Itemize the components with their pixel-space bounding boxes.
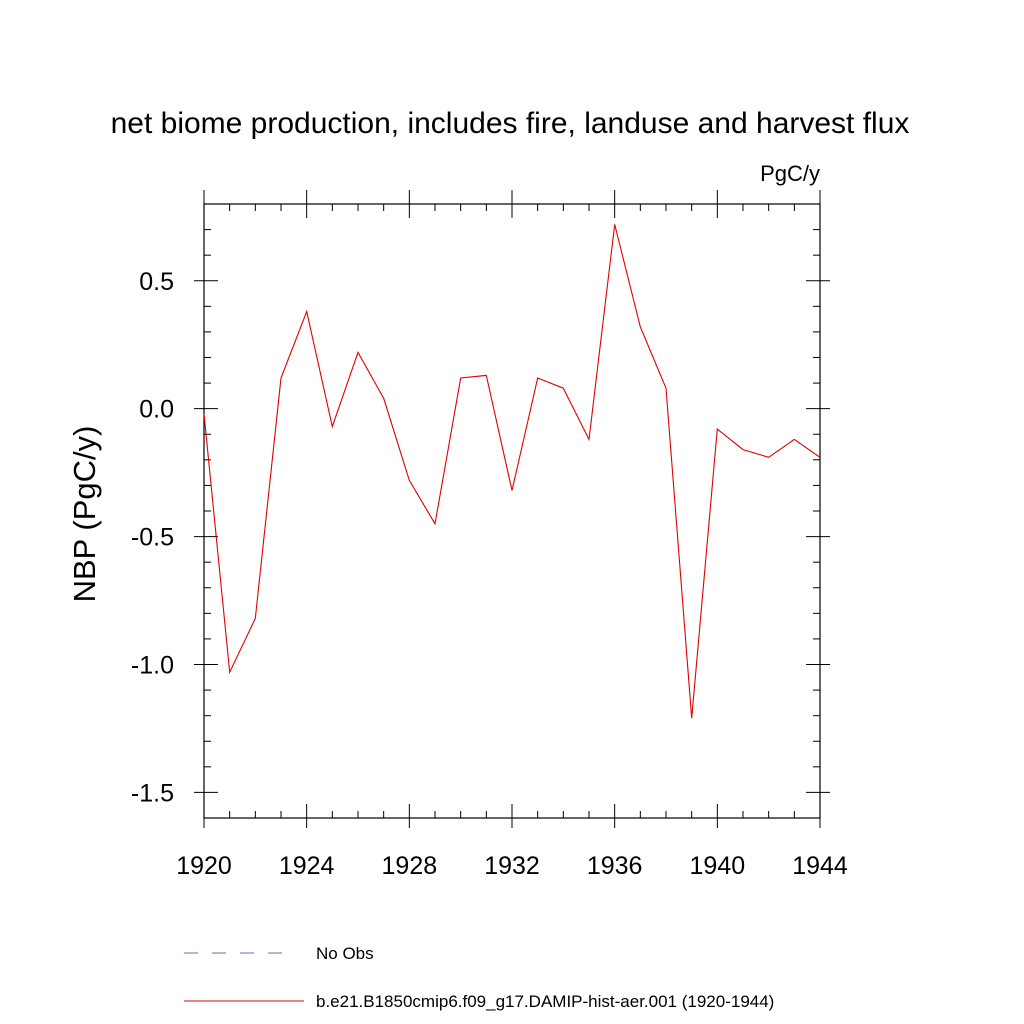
legend: No Obs b.e21.B1850cmip6.f09_g17.DAMIP-hi…	[184, 944, 774, 1011]
x-tick-label: 1928	[382, 852, 438, 880]
y-tick-label: 0.0	[139, 396, 174, 424]
legend-label-no-obs: No Obs	[316, 944, 374, 963]
y-axis-label: NBP (PgC/y)	[67, 426, 102, 603]
y-tick-label: 0.5	[139, 268, 174, 296]
x-tick-label: 1924	[279, 852, 335, 880]
x-tick-label: 1932	[484, 852, 540, 880]
series-line	[203, 224, 821, 719]
legend-label-model: b.e21.B1850cmip6.f09_g17.DAMIP-hist-aer.…	[316, 992, 774, 1011]
y-tick-label: -1.5	[131, 779, 174, 807]
y-minor-ticks	[204, 203, 820, 819]
x-tick-label: 1936	[587, 852, 643, 880]
y-tick-label: -1.0	[131, 652, 174, 680]
units-label: PgC/y	[760, 161, 820, 186]
y-major-ticks	[194, 280, 830, 793]
x-tick-label: 1920	[176, 852, 232, 880]
plot-frame	[203, 203, 821, 819]
x-tick-labels: 1920 1924 1928 1932 1936 1940 1944	[176, 852, 848, 880]
y-tick-label: -0.5	[131, 524, 174, 552]
x-tick-label: 1944	[792, 852, 848, 880]
series-layer	[203, 224, 821, 719]
y-tick-labels: -1.5 -1.0 -0.5 0.0 0.5	[131, 268, 174, 808]
x-ticks	[203, 190, 821, 828]
x-tick-label: 1940	[690, 852, 746, 880]
chart-title: net biome production, includes fire, lan…	[111, 107, 910, 140]
